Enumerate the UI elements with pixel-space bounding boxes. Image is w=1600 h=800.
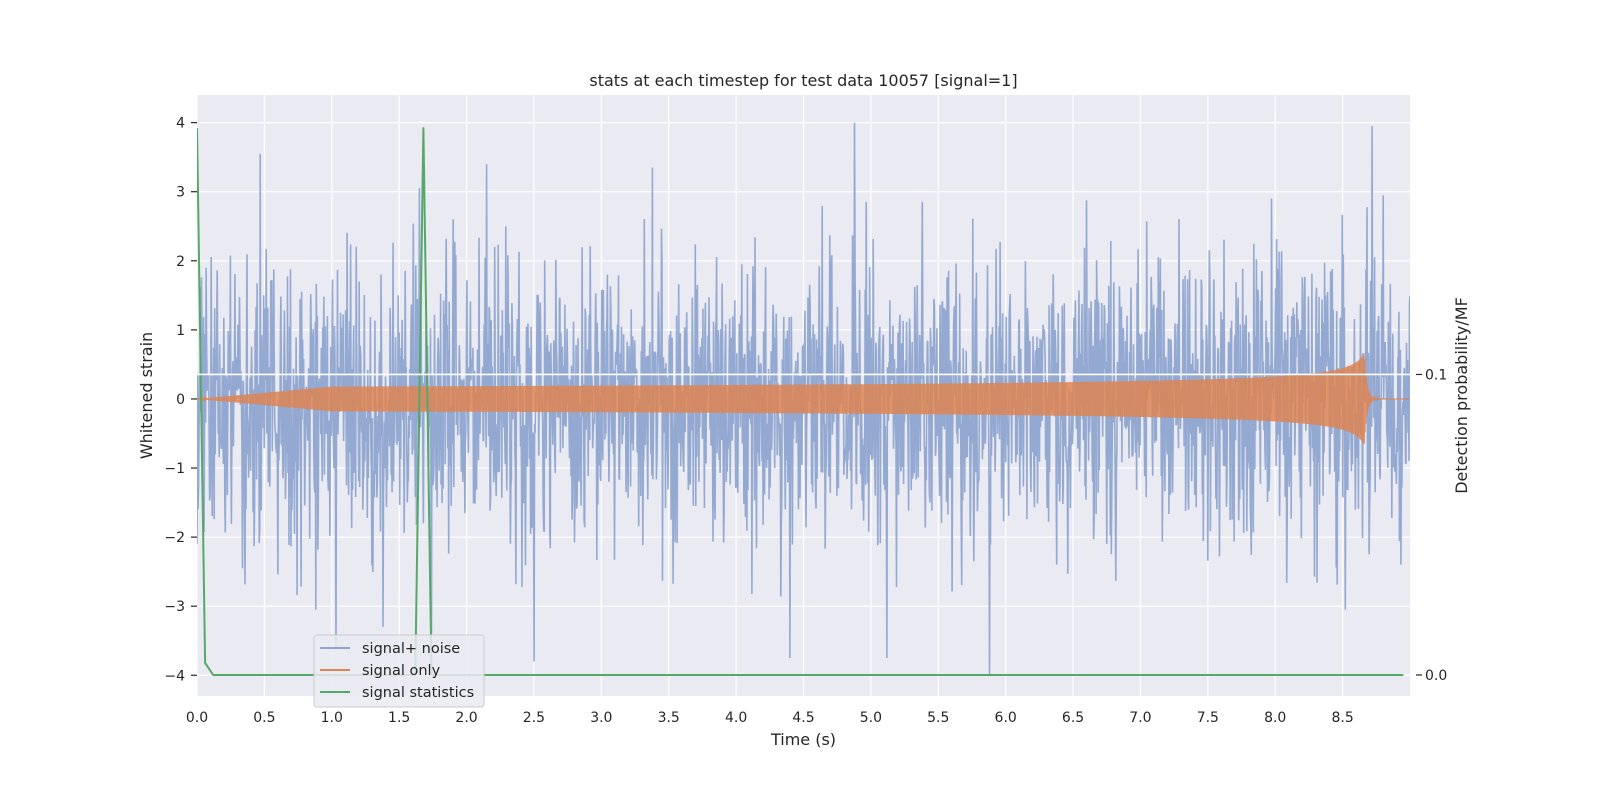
- legend-box: [313, 634, 485, 708]
- x-tick-label-15: 7.5: [1197, 710, 1219, 726]
- x-tick-label-0: 0.0: [186, 710, 208, 726]
- x-tick-label-3: 1.5: [388, 710, 410, 726]
- x-tick-label-11: 5.5: [927, 710, 949, 726]
- x-tick-label-16: 8.0: [1264, 710, 1286, 726]
- x-tick-label-8: 4.0: [725, 710, 747, 726]
- x-tick-label-12: 6.0: [995, 710, 1017, 726]
- legend: signal+ noise signal only signal statistic…: [313, 634, 485, 708]
- y-tick-label-5: −1: [164, 461, 185, 477]
- y-tick-label-3: 1: [176, 323, 185, 339]
- y-tick-label-7: −3: [164, 599, 185, 615]
- x-tick-label-10: 5.0: [860, 710, 882, 726]
- y-tick-label-4: 0: [176, 392, 185, 408]
- x-tick-label-1: 0.5: [253, 710, 275, 726]
- y-tick-label-1: 3: [176, 185, 185, 201]
- legend-label: signal only: [362, 663, 441, 679]
- y-tick-label-2: 2: [176, 254, 185, 270]
- chart-title: stats at each timestep for test data 100…: [589, 71, 1017, 90]
- x-tick-label-5: 2.5: [523, 710, 545, 726]
- y-axis-title: Whitened strain: [137, 332, 156, 459]
- x-tick-label-2: 1.0: [321, 710, 343, 726]
- legend-label: signal statistics: [362, 685, 474, 701]
- y-tick-label-6: −2: [164, 530, 185, 546]
- y-right-axis-title: Detection probability/MF: [1452, 297, 1471, 494]
- y-right-axis-ticks: 0.1 0.0: [1416, 367, 1447, 684]
- x-axis-title: Time (s): [770, 730, 836, 749]
- x-tick-label-6: 3.0: [590, 710, 612, 726]
- x-tick-label-7: 3.5: [658, 710, 680, 726]
- legend-signal-noise: signal+ noise: [320, 641, 460, 657]
- y-tick-label-0: 4: [176, 116, 185, 132]
- y-tick-label-8: −4: [164, 668, 185, 684]
- y-axis-ticks: 4 3 2 1 0 −1 −2 −3 −4: [164, 116, 197, 684]
- x-tick-label-9: 4.5: [792, 710, 814, 726]
- legend-label: signal+ noise: [362, 641, 460, 657]
- legend-signal-statistics: signal statistics: [320, 685, 474, 701]
- legend-signal-only: signal only: [320, 663, 441, 679]
- x-tick-label-14: 7.0: [1129, 710, 1151, 726]
- x-tick-label-17: 8.5: [1331, 710, 1353, 726]
- x-tick-label-13: 6.5: [1062, 710, 1084, 726]
- series-signal-only-line: [197, 353, 1410, 444]
- x-tick-label-4: 2.0: [455, 710, 477, 726]
- y-right-tick-label-0: 0.1: [1425, 367, 1447, 383]
- y-right-tick-label-1: 0.0: [1425, 668, 1447, 684]
- x-axis-ticks: 0.0 0.5 1.0 1.5 2.0 2.5 3.0 3.5 4.0 4.5 5.0 5.5 6.0 6…: [186, 710, 1354, 726]
